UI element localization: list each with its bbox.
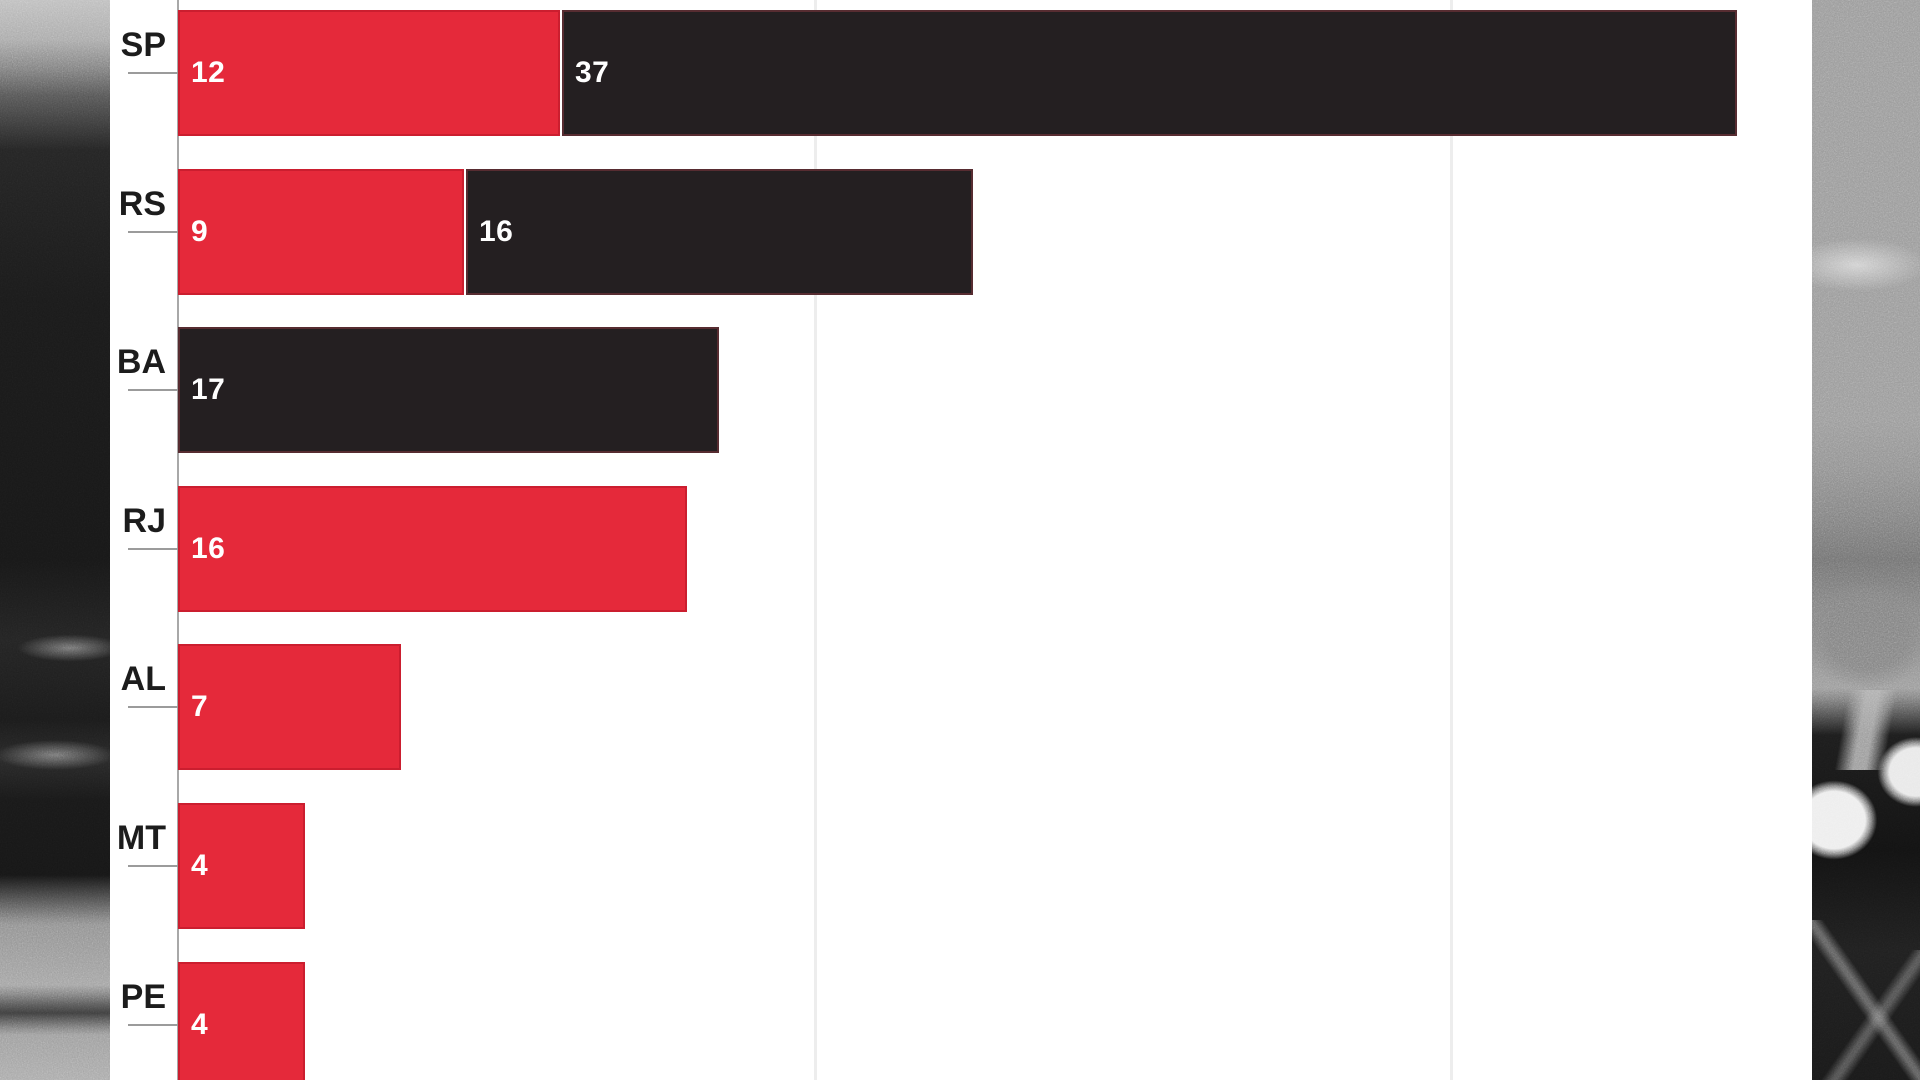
bar-segment: 4 [178,803,305,929]
category-label: RS [118,185,166,223]
bar-row: MT 4 [0,803,1920,929]
bar-row: AL 7 [0,644,1920,770]
bar-value-label: 12 [191,56,226,89]
category-underline [128,231,178,233]
film-grain-texture [1812,0,1920,1080]
category-underline [128,72,178,74]
bar-segment: 7 [178,644,401,770]
x-gridline [1450,0,1453,1080]
background-photo-right [1812,0,1920,1080]
category-label: PE [120,978,166,1016]
bar-value-label: 37 [575,56,610,89]
bar-segment: 16 [466,169,973,295]
bar-segment: 37 [562,10,1737,136]
category-label: BA [116,343,166,381]
bar-row: BA 17 [0,327,1920,453]
bar-row: PE 4 [0,962,1920,1080]
bar-row: SP 12 37 [0,10,1920,136]
bar-segment: 12 [178,10,560,136]
category-label: RJ [122,502,166,540]
category-underline [128,389,178,391]
bar-value-label: 7 [191,690,209,723]
bar-value-label: 4 [191,1008,209,1041]
bar-value-label: 9 [191,215,209,248]
category-underline [128,865,178,867]
bar-segment: 17 [178,327,719,453]
category-label: SP [120,26,166,64]
bar-value-label: 17 [191,373,226,406]
x-gridline [814,0,817,1080]
bar-value-label: 16 [191,532,226,565]
film-grain-texture [0,0,110,1080]
category-label: MT [116,819,166,857]
category-underline [128,1024,178,1026]
bar-segment: 9 [178,169,464,295]
background-photo-left [0,0,110,1080]
category-underline [128,548,178,550]
bar-segment: 16 [178,486,687,612]
category-label: AL [120,660,166,698]
bar-row: RS 9 16 [0,169,1920,295]
bar-value-label: 4 [191,849,209,882]
bar-value-label: 16 [479,215,514,248]
bar-segment: 4 [178,962,305,1080]
bar-row: RJ 16 [0,486,1920,612]
category-underline [128,706,178,708]
